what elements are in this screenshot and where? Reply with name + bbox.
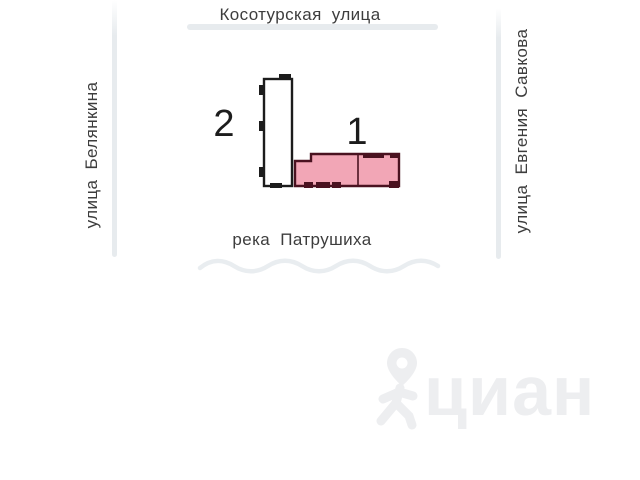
building-1-notch (363, 153, 384, 158)
building-2-shape[interactable] (259, 74, 294, 188)
building-2-notch (279, 74, 291, 79)
building-1-notch (316, 182, 330, 188)
building-2-notch (270, 183, 282, 188)
cian-watermark-text: циан (424, 352, 596, 430)
building-1-notch (390, 153, 399, 158)
street-label-top: Косотурская улица (219, 5, 381, 24)
building-1-notch (389, 181, 399, 188)
river-wave (197, 258, 441, 274)
road-left (112, 0, 117, 257)
building-1-notch (332, 182, 341, 188)
cian-pin-person-icon (376, 348, 418, 430)
building-1-shape[interactable] (293, 152, 401, 188)
building-2-notch (259, 121, 264, 131)
building-2-notch (259, 85, 264, 95)
cian-watermark: циан (366, 344, 596, 434)
building-1-notch (304, 182, 313, 188)
building-1-label[interactable]: 1 (346, 111, 368, 153)
road-top (187, 24, 438, 30)
river-label: река Патрушиха (232, 230, 372, 249)
road-right (496, 8, 501, 259)
building-2-notch (259, 167, 264, 177)
building-2-label[interactable]: 2 (213, 103, 235, 145)
